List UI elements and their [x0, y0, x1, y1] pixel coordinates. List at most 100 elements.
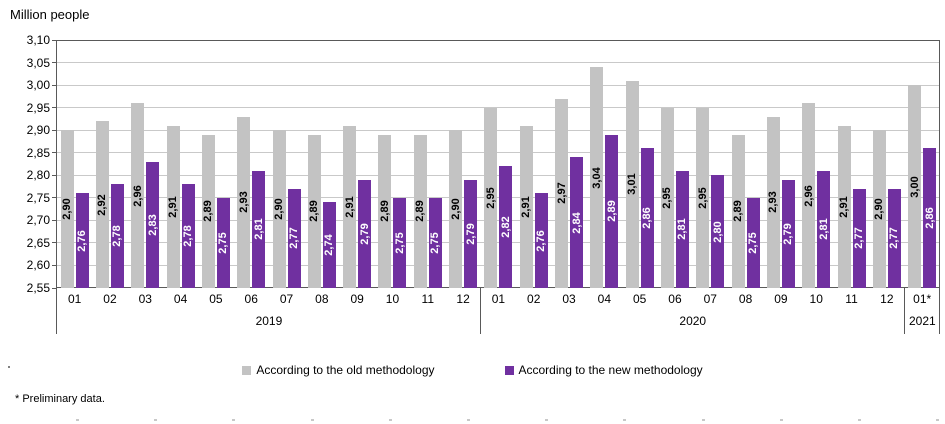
bar-old: 2,95 [484, 107, 498, 288]
bar-value-label: 2,92 [96, 193, 109, 216]
bar-value-label: 2,95 [696, 187, 709, 209]
x-tick-month: 05 [209, 292, 223, 306]
x-tick-year: 2019 [255, 314, 283, 328]
bar-old: 3,01 [625, 80, 639, 288]
y-axis-line [56, 40, 57, 334]
x-tick-month: 12 [456, 292, 470, 306]
y-tickmark [52, 62, 57, 64]
x-axis: 01 02 03 04 05 06 07 08 09 10 11 12 01 02 03 04 05 06 07 08… [57, 288, 940, 334]
stray-dot [8, 366, 10, 368]
bar-value-label: 2,90 [873, 198, 886, 220]
bar-value-label: 2,91 [520, 196, 533, 218]
bar-value-label: 2,86 [923, 207, 936, 229]
x-tick-month: 03 [138, 292, 152, 306]
bar-group-2020-03: 2,97 2,84 [551, 40, 586, 288]
bar-group-2019-11: 2,89 2,75 [410, 40, 445, 288]
bar-new: 2,77 [852, 188, 866, 288]
legend-label-new: According to the new methodology [518, 363, 703, 377]
bar-value-label: 2,75 [217, 232, 230, 254]
bar-new: 2,77 [887, 188, 901, 288]
y-tick-label: 2,75 [26, 190, 50, 205]
y-tick-label: 3,10 [26, 33, 50, 47]
gridline [57, 152, 940, 154]
y-tickmark [52, 107, 57, 109]
bar-new: 2,77 [287, 188, 301, 288]
x-tick-month: 12 [880, 292, 894, 306]
y-tick-label: 2,85 [26, 145, 50, 160]
plot-right-border [939, 40, 940, 334]
bar-group-2020-07: 2,95 2,80 [693, 40, 728, 288]
x-tick-month: 04 [173, 292, 188, 306]
gridline [57, 84, 940, 86]
x-tick-month: 08 [738, 292, 753, 306]
bar-old: 3,04 [590, 67, 604, 288]
bar-new: 2,79 [464, 179, 478, 288]
gridline [57, 242, 940, 244]
footnote: * Preliminary data. [15, 393, 105, 405]
bar-new: 2,81 [252, 170, 266, 288]
y-tickmark [52, 39, 57, 41]
bar-group-2019-05: 2,89 2,75 [198, 40, 233, 288]
bar-value-label: 2,75 [747, 232, 760, 254]
bar-group-2020-10: 2,96 2,81 [799, 40, 834, 288]
bar-new: 2,76 [534, 193, 548, 288]
x-tick-month: 07 [703, 292, 717, 306]
gridline [57, 264, 940, 266]
bar-value-label: 2,79 [464, 223, 477, 245]
bar-new: 2,75 [746, 197, 760, 288]
bar-value-label: 2,80 [711, 220, 724, 243]
bar-old: 3,00 [908, 85, 922, 288]
bar-group-2020-01: 2,95 2,82 [481, 40, 516, 288]
bar-new: 2,86 [923, 148, 937, 288]
x-tick-month: 11 [421, 292, 435, 306]
dash [311, 419, 314, 421]
x-tick-month: 09 [774, 292, 788, 306]
plot-top-border [57, 40, 940, 41]
y-tick-label: 2,70 [26, 213, 50, 228]
bar-group-2020-08: 2,89 2,75 [728, 40, 763, 288]
month-row: 01 02 03 04 05 06 07 08 09 10 11 12 01 02 03 04 05 06 07 08… [57, 288, 940, 311]
bar-old: 2,95 [660, 107, 674, 288]
y-tickmark [52, 242, 57, 244]
bar-old: 2,89 [201, 134, 215, 288]
bar-old: 2,91 [519, 125, 533, 288]
bar-value-label: 2,89 [414, 200, 427, 223]
gridline [57, 62, 940, 64]
bar-new: 2,74 [322, 202, 336, 288]
bar-old: 2,89 [307, 134, 321, 288]
dash [702, 419, 705, 421]
bar-group-2019-04: 2,91 2,78 [163, 40, 198, 288]
x-tick-month: 10 [809, 292, 823, 306]
y-tick-label: 2,55 [26, 281, 50, 295]
bar-new: 2,75 [393, 197, 407, 288]
bar-value-label: 2,79 [358, 223, 371, 245]
x-tick-month: 02 [103, 292, 117, 306]
bar-new: 2,89 [605, 134, 619, 288]
bar-value-label: 2,75 [393, 232, 406, 254]
bar-value-label: 2,96 [131, 184, 144, 207]
bar-value-label: 2,89 [308, 200, 321, 223]
bar-value-label: 2,89 [378, 200, 391, 223]
gridline [57, 174, 940, 176]
bar-value-label: 2,91 [167, 196, 180, 218]
bar-group-2019-02: 2,92 2,78 [92, 40, 127, 288]
bar-value-label: 2,81 [252, 218, 265, 241]
bar-value-label: 2,77 [853, 227, 866, 250]
bar-value-label: 2,95 [484, 187, 497, 209]
bar-value-label: 3,04 [590, 166, 603, 189]
x-tick-year: 2020 [679, 314, 707, 328]
x-tick-month: 02 [527, 292, 541, 306]
bar-value-label: 2,91 [838, 196, 851, 218]
bar-value-label: 2,79 [782, 223, 795, 245]
bar-new: 2,86 [640, 148, 654, 288]
x-tick-month: 05 [632, 292, 647, 306]
bar-group-2020-04: 3,04 2,89 [587, 40, 622, 288]
bar-value-label: 2,95 [661, 187, 674, 209]
bar-value-label: 2,78 [111, 225, 124, 247]
bar-group-2019-06: 2,93 2,81 [234, 40, 269, 288]
x-tick-month: 08 [315, 292, 329, 306]
y-tickmark [52, 152, 57, 154]
y-tickmark [52, 129, 57, 131]
bar-old: 2,90 [272, 130, 286, 288]
bar-value-label: 2,90 [273, 198, 286, 220]
